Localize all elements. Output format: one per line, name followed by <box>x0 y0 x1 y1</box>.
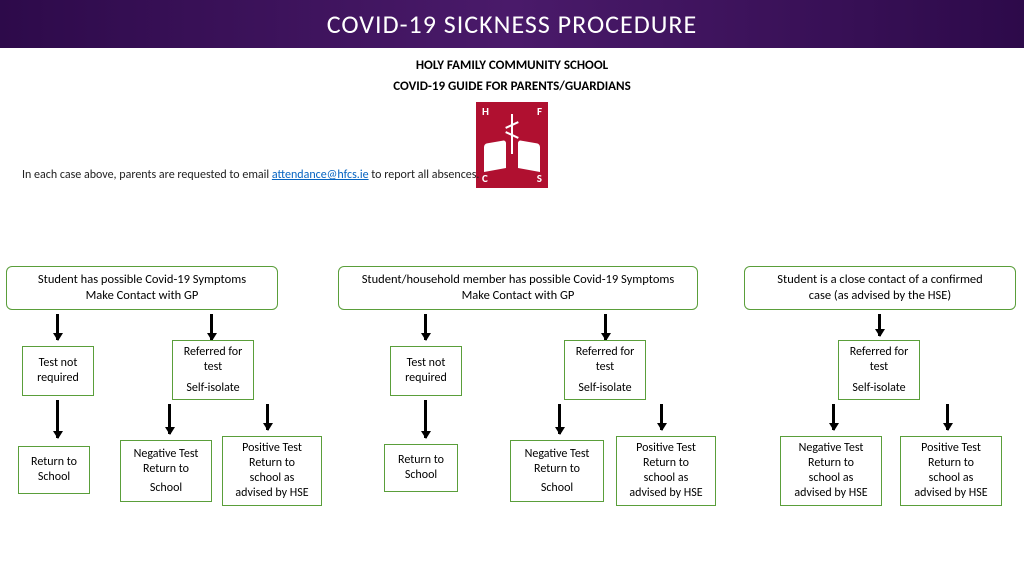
flowchart: Student has possible Covid-19 SymptomsMa… <box>0 58 1024 576</box>
scenario-header-s1: Student has possible Covid-19 SymptomsMa… <box>6 266 278 310</box>
flow-node-s3n1: Referred fortestSelf-isolate <box>838 340 920 400</box>
scenario-header-s2: Student/household member has possible Co… <box>338 266 698 310</box>
flow-node-s1n3: Return toSchool <box>18 446 90 494</box>
arrow <box>660 404 663 430</box>
arrow <box>558 404 561 434</box>
banner-title: COVID-19 SICKNESS PROCEDURE <box>327 8 697 40</box>
flow-node-s2n4: Negative TestReturn toSchool <box>510 440 604 502</box>
content-area: HOLY FAMILY COMMUNITY SCHOOL COVID-19 GU… <box>0 58 1024 188</box>
arrow <box>604 314 607 340</box>
flow-node-s3n2: Negative TestReturn toschool asadvised b… <box>780 436 882 506</box>
flow-node-s3n3: Positive TestReturn toschool asadvised b… <box>900 436 1002 506</box>
banner: COVID-19 SICKNESS PROCEDURE <box>0 0 1024 48</box>
arrow <box>56 400 59 438</box>
arrow <box>56 314 59 340</box>
footer-note: In each case above, parents are requeste… <box>22 168 479 182</box>
flow-node-s2n2: Referred fortestSelf-isolate <box>564 340 646 400</box>
flow-node-s1n5: Positive TestReturn toschool asadvised b… <box>222 436 322 506</box>
arrow <box>946 404 949 430</box>
arrow <box>832 404 835 430</box>
flow-node-s1n2: Referred fortestSelf-isolate <box>172 340 254 400</box>
scenario-header-s3: Student is a close contact of a confirme… <box>744 266 1016 310</box>
flow-node-s2n3: Return toSchool <box>384 444 458 492</box>
attendance-email-link[interactable]: attendance@hfcs.ie <box>272 168 369 182</box>
arrow <box>424 314 427 340</box>
flow-node-s1n1: Test notrequired <box>22 346 94 396</box>
flow-node-s2n5: Positive TestReturn toschool asadvised b… <box>616 436 716 506</box>
footer-prefix: In each case above, parents are requeste… <box>22 168 272 182</box>
arrow <box>210 314 213 340</box>
footer-suffix: to report all absences. <box>369 168 480 182</box>
arrow <box>266 404 269 430</box>
arrow <box>168 404 171 434</box>
flow-node-s2n1: Test notrequired <box>390 346 462 396</box>
arrow <box>878 314 881 336</box>
arrow <box>424 400 427 438</box>
flow-node-s1n4: Negative TestReturn toSchool <box>120 440 212 502</box>
